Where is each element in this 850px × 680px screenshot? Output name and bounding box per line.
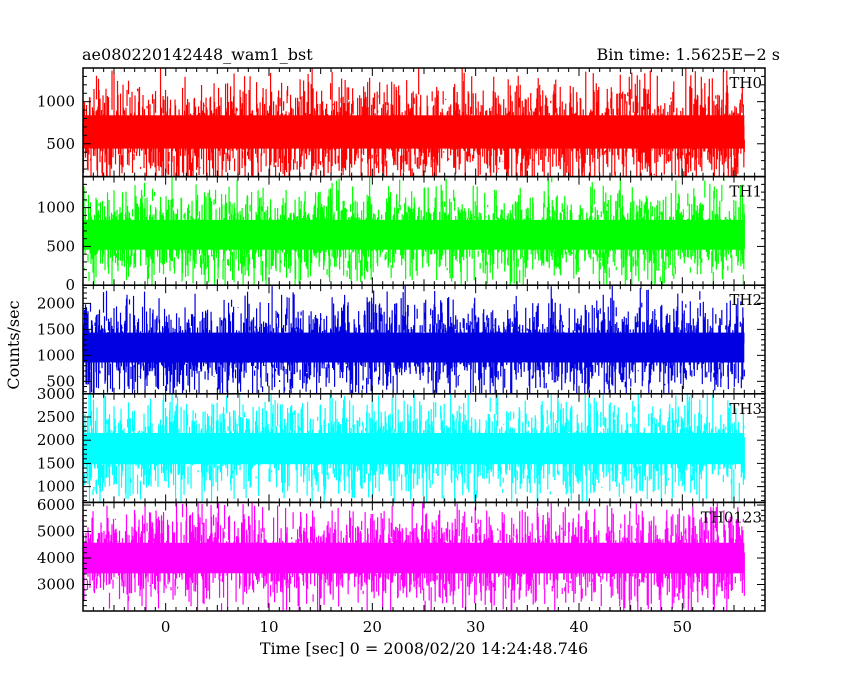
- y-tick-label: 5000: [37, 523, 75, 541]
- y-tick-label: 2000: [37, 294, 75, 312]
- panel-th3: 1000 1500 2000 2500 3000 TH3: [37, 385, 766, 504]
- chart-title-right: Bin time: 1.5625E−2 s: [597, 45, 780, 64]
- x-axis-label: Time [sec] 0 = 2008/02/20 14:24:48.746: [260, 639, 588, 658]
- y-tick-label: 3000: [37, 385, 75, 403]
- x-tick-label: 20: [363, 618, 382, 636]
- panel-th0: 500 1000 TH0: [37, 67, 766, 178]
- chart-title-left: ae080220142448_wam1_bst: [82, 45, 313, 64]
- x-tick-label: 50: [673, 618, 692, 636]
- y-axis-label: Counts/sec: [4, 300, 23, 389]
- panel-label: TH3: [729, 400, 762, 418]
- panel-th2: 500 1000 1500 2000 TH2: [37, 284, 766, 395]
- y-tick-label: 2500: [37, 408, 75, 426]
- panel-label: TH1: [729, 183, 762, 201]
- x-tick-label: 40: [569, 618, 588, 636]
- series-core-th1: [83, 219, 745, 250]
- panel-label: TH2: [729, 291, 762, 309]
- panel-th0123: 3000 4000 5000 6000 TH0123: [37, 496, 766, 612]
- y-tick-label: 2000: [37, 431, 75, 449]
- y-tick-label: 1500: [37, 320, 75, 338]
- x-tick-label: 30: [466, 618, 485, 636]
- y-tick-label: 3000: [37, 576, 75, 594]
- y-tick-label: 1000: [37, 93, 75, 111]
- panel-label: TH0123: [701, 508, 762, 526]
- y-tick-label: 6000: [37, 496, 75, 514]
- y-tick-label: 500: [46, 237, 75, 255]
- x-tick-label: 10: [259, 618, 278, 636]
- panel-th1: 0 500 1000 TH1: [37, 175, 766, 294]
- panel-label: TH0: [729, 74, 762, 92]
- y-tick-label: 1500: [37, 454, 75, 472]
- y-tick-label: 1000: [37, 478, 75, 496]
- series-core-th0123: [83, 542, 745, 574]
- x-tick-label: 0: [161, 618, 171, 636]
- y-tick-label: 0: [65, 276, 75, 294]
- series-core-th0: [83, 115, 745, 149]
- y-tick-label: 500: [46, 372, 75, 390]
- y-tick-label: 1000: [37, 346, 75, 364]
- series-core-th2: [83, 332, 745, 363]
- y-tick-label: 500: [46, 135, 75, 153]
- y-tick-label: 1000: [37, 199, 75, 217]
- series-core-th3: [83, 433, 745, 465]
- y-tick-label: 4000: [37, 549, 75, 567]
